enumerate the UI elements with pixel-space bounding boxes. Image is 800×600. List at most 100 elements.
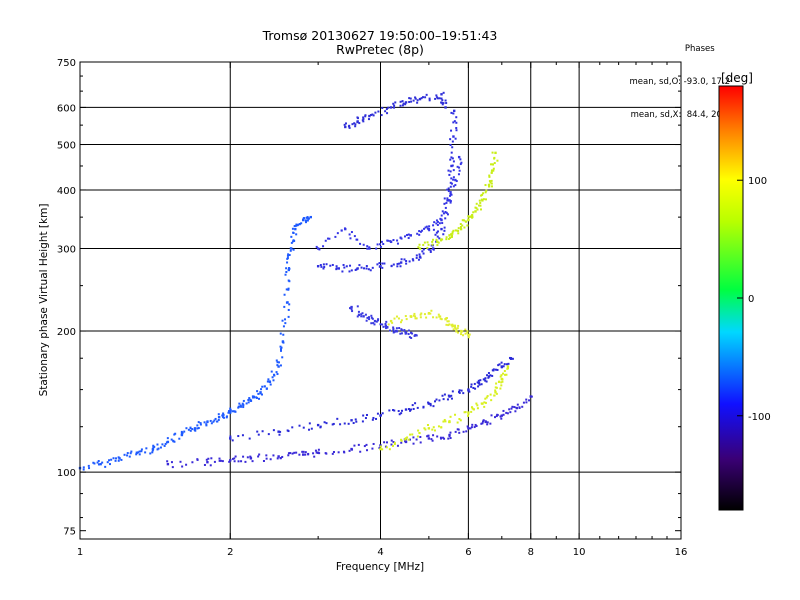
scatter-point bbox=[279, 457, 282, 460]
scatter-point bbox=[442, 436, 445, 439]
scatter-point bbox=[234, 455, 237, 458]
scatter-point bbox=[449, 170, 452, 173]
scatter-point bbox=[445, 238, 448, 241]
scatter-point bbox=[435, 240, 438, 243]
scatter-point bbox=[88, 467, 91, 470]
scatter-point bbox=[357, 443, 360, 446]
scatter-point bbox=[397, 410, 400, 413]
scatter-point bbox=[314, 449, 317, 452]
scatter-point bbox=[417, 258, 420, 261]
scatter-point bbox=[339, 423, 342, 426]
scatter-point bbox=[452, 176, 455, 179]
scatter-point bbox=[461, 224, 464, 227]
scatter-point bbox=[276, 364, 279, 367]
scatter-point bbox=[454, 430, 457, 433]
scatter-point bbox=[370, 322, 373, 325]
scatter-point bbox=[343, 123, 346, 126]
scatter-point bbox=[231, 410, 234, 413]
scatter-point bbox=[434, 233, 437, 236]
scatter-point bbox=[370, 316, 373, 319]
scatter-point bbox=[364, 114, 367, 117]
scatter-point bbox=[196, 458, 199, 461]
scatter-point bbox=[287, 315, 290, 318]
scatter-point bbox=[448, 433, 451, 437]
scatter-point bbox=[440, 93, 443, 96]
scatter-point bbox=[459, 163, 462, 166]
scatter-point bbox=[435, 398, 438, 401]
scatter-point bbox=[440, 227, 443, 231]
scatter-point bbox=[380, 114, 383, 117]
scatter-point bbox=[389, 106, 393, 109]
scatter-point bbox=[438, 237, 441, 240]
scatter-point bbox=[462, 219, 465, 222]
scatter-point bbox=[449, 191, 452, 194]
scatter-point bbox=[276, 373, 279, 376]
scatter-point bbox=[483, 401, 486, 404]
phase-heading: Phases bbox=[684, 44, 715, 54]
scatter-point bbox=[400, 237, 403, 240]
scatter-point bbox=[361, 119, 364, 122]
scatter-point bbox=[431, 428, 434, 431]
scatter-point bbox=[328, 237, 331, 240]
scatter-point bbox=[393, 104, 396, 107]
scatter-point bbox=[376, 263, 379, 266]
scatter-point bbox=[288, 280, 291, 283]
scatter-point bbox=[322, 245, 325, 248]
scatter-point bbox=[442, 212, 445, 215]
scatter-point bbox=[258, 453, 261, 456]
scatter-point bbox=[267, 433, 270, 436]
scatter-point bbox=[441, 394, 444, 397]
scatter-point bbox=[395, 327, 398, 330]
scatter-point bbox=[494, 368, 497, 371]
scatter-point bbox=[457, 232, 460, 235]
scatter-point bbox=[449, 415, 452, 418]
scatter-point bbox=[424, 428, 427, 431]
scatter-point bbox=[521, 405, 524, 408]
scatter-point bbox=[426, 241, 429, 244]
scatter-point bbox=[301, 450, 304, 453]
scatter-point bbox=[436, 223, 439, 226]
scatter-point bbox=[187, 428, 190, 431]
scatter-point bbox=[408, 438, 411, 441]
scatter-point bbox=[423, 427, 426, 430]
scatter-point bbox=[405, 262, 408, 265]
scatter-point bbox=[428, 225, 431, 228]
scatter-point bbox=[450, 129, 453, 132]
scatter-point bbox=[440, 426, 443, 429]
scatter-point bbox=[369, 269, 372, 272]
scatter-point bbox=[467, 336, 470, 339]
scatter-point bbox=[181, 465, 184, 468]
scatter-point bbox=[293, 225, 296, 228]
scatter-point bbox=[449, 200, 452, 203]
scatter-point bbox=[309, 215, 312, 219]
scatter-point bbox=[279, 364, 282, 367]
scatter-point bbox=[151, 447, 155, 451]
scatter-point bbox=[480, 194, 483, 197]
scatter-point bbox=[362, 315, 365, 318]
scatter-point bbox=[380, 240, 383, 243]
scatter-point bbox=[506, 365, 510, 368]
scatter-point bbox=[286, 254, 289, 257]
scatter-point bbox=[381, 323, 384, 326]
scatter-point bbox=[366, 247, 369, 250]
scatter-point bbox=[237, 405, 240, 408]
scatter-point bbox=[349, 237, 352, 240]
scatter-point bbox=[487, 372, 490, 375]
scatter-point bbox=[484, 184, 487, 187]
axis-ticks: 1 2 4 6 8 10 16 75 100 200 300 400 500 600 750 bbox=[57, 58, 687, 558]
scatter-point bbox=[439, 317, 442, 320]
scatter-point bbox=[209, 464, 212, 467]
scatter-point bbox=[452, 160, 455, 163]
scatter-point bbox=[401, 100, 404, 103]
scatter-point bbox=[393, 441, 396, 444]
scatter-point bbox=[484, 379, 487, 382]
scatter-point bbox=[344, 122, 347, 125]
scatter-point bbox=[287, 308, 290, 311]
scatter-point bbox=[438, 97, 441, 100]
scatter-point bbox=[366, 245, 369, 248]
scatter-point bbox=[516, 403, 519, 406]
scatter-point bbox=[313, 455, 316, 458]
scatter-point bbox=[460, 161, 463, 164]
scatter-point bbox=[355, 420, 358, 423]
scatter-point bbox=[412, 436, 415, 439]
